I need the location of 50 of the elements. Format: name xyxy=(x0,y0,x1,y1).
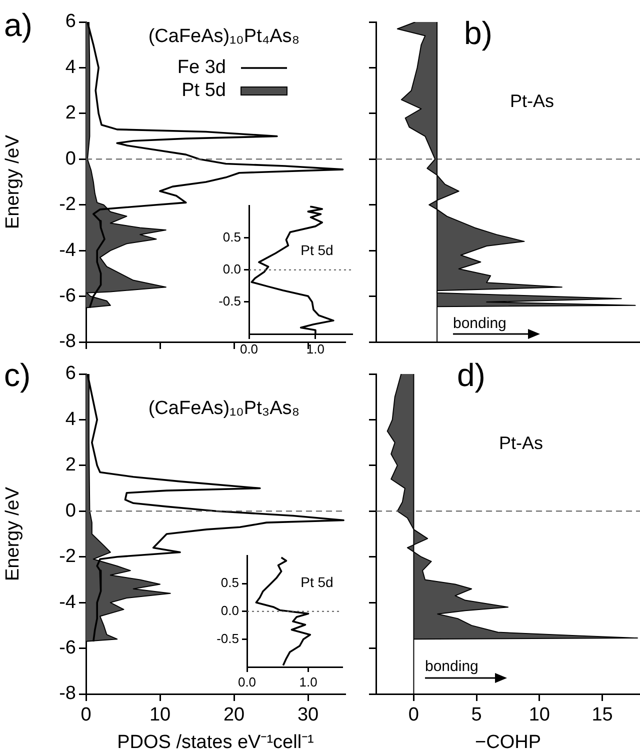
annotation: Pt-As xyxy=(498,433,544,453)
annotation: Pt 5d xyxy=(300,574,334,590)
legend-label: Fe 3d xyxy=(177,57,226,78)
x-tick-label: 1.0 xyxy=(299,674,318,690)
annotation: Pt 5d xyxy=(300,242,334,258)
legend-label: Pt 5d xyxy=(182,80,226,102)
x-tick-label: 0 xyxy=(80,704,92,726)
annotation: bonding xyxy=(425,658,478,675)
x-tick-label: 30 xyxy=(297,704,319,726)
x-tick-label: 15 xyxy=(592,704,613,726)
y-tick-label: -2 xyxy=(59,546,76,568)
y-tick-label: -6 xyxy=(59,286,76,307)
x-tick-label: 10 xyxy=(149,704,171,726)
y-tick-label: 4 xyxy=(65,56,76,78)
x-tick-label: 1.0 xyxy=(306,341,324,356)
y-tick-label: -2 xyxy=(59,194,76,216)
annotation: bonding xyxy=(453,315,506,332)
y-tick-label: 0.0 xyxy=(222,261,241,276)
y-tick-label: 0.0 xyxy=(220,602,239,618)
x-tick-label: 10 xyxy=(528,704,550,726)
chart-title: c) xyxy=(4,357,31,393)
y-tick-label: 0 xyxy=(65,500,76,522)
x-axis-title: −COHP xyxy=(475,732,541,753)
annotation: Pt-As xyxy=(510,91,554,111)
annotation: (CaFeAs)₁₀Pt₃As₈ xyxy=(148,398,300,419)
y-tick-label: -4 xyxy=(59,592,76,613)
y-tick-label: -8 xyxy=(59,331,76,352)
annotation: (CaFeAs)₁₀Pt₄As₈ xyxy=(148,26,300,47)
x-tick-label: 0 xyxy=(408,704,420,726)
y-tick-label: -0.5 xyxy=(216,630,239,646)
y-axis-title: Energy /eV xyxy=(2,486,24,581)
chart-title: a) xyxy=(4,7,32,43)
y-tick-label: 0.5 xyxy=(222,229,241,244)
y-axis-title: Energy /eV xyxy=(2,134,24,229)
y-tick-label: 4 xyxy=(65,408,76,430)
x-tick-label: 20 xyxy=(223,704,245,726)
x-tick-label: 5 xyxy=(471,704,482,726)
y-tick-label: 6 xyxy=(65,363,76,384)
x-axis-title: PDOS /states eV⁻¹cell⁻¹ xyxy=(117,732,314,753)
y-tick-label: -4 xyxy=(59,240,76,261)
y-tick-label: 0.5 xyxy=(220,575,239,590)
y-tick-label: -0.5 xyxy=(218,294,241,309)
chart-title: d) xyxy=(457,357,486,393)
y-tick-label: 2 xyxy=(65,102,76,124)
y-tick-label: -6 xyxy=(59,638,76,659)
chart-title: b) xyxy=(464,15,492,51)
y-tick-label: -8 xyxy=(59,683,76,704)
y-tick-label: 6 xyxy=(65,11,76,32)
y-tick-label: 0 xyxy=(65,148,76,170)
y-tick-label: 2 xyxy=(65,454,76,476)
